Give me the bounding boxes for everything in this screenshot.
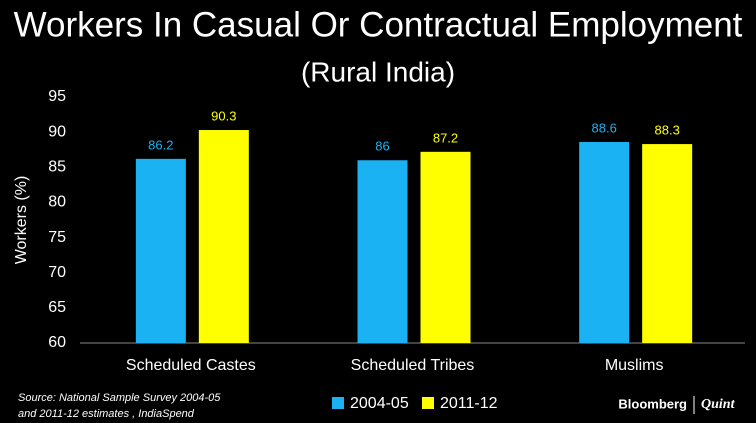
bar xyxy=(579,141,630,343)
chart-title: Workers In Casual Or Contractual Employm… xyxy=(14,5,743,44)
value-label: 88.3 xyxy=(655,123,680,138)
y-tick-label: 65 xyxy=(48,299,66,316)
y-tick-label: 70 xyxy=(48,264,66,281)
value-label: 86 xyxy=(375,139,389,154)
bar xyxy=(357,160,408,343)
logo-partner: Quint xyxy=(701,397,736,412)
value-label: 86.2 xyxy=(148,137,173,152)
y-axis-label: Workers (%) xyxy=(13,176,30,265)
y-tick-label: 80 xyxy=(48,194,66,211)
y-tick-label: 95 xyxy=(48,88,66,105)
y-tick-label: 75 xyxy=(48,229,66,246)
source-note: and 2011-12 estimates , IndiaSpend xyxy=(18,408,195,420)
chart-subtitle: (Rural India) xyxy=(301,56,455,87)
x-tick-label: Scheduled Castes xyxy=(126,357,256,374)
source-note: Source: National Sample Survey 2004-05 xyxy=(18,392,221,404)
y-tick-label: 60 xyxy=(48,334,66,351)
legend-label: 2011-12 xyxy=(440,395,498,412)
bar xyxy=(642,144,693,343)
value-label: 87.2 xyxy=(433,130,458,145)
legend-swatch xyxy=(332,397,344,409)
y-tick-label: 90 xyxy=(48,123,66,140)
bar xyxy=(135,158,186,343)
value-label: 88.6 xyxy=(592,120,617,135)
legend-label: 2004-05 xyxy=(350,395,409,412)
bar xyxy=(198,130,249,343)
value-label: 90.3 xyxy=(211,108,236,123)
x-tick-label: Scheduled Tribes xyxy=(351,357,475,374)
logo-brand: Bloomberg xyxy=(618,396,687,411)
y-tick-label: 85 xyxy=(48,159,66,176)
legend-swatch xyxy=(422,397,434,409)
bar xyxy=(420,151,471,343)
x-tick-label: Muslims xyxy=(605,357,664,374)
